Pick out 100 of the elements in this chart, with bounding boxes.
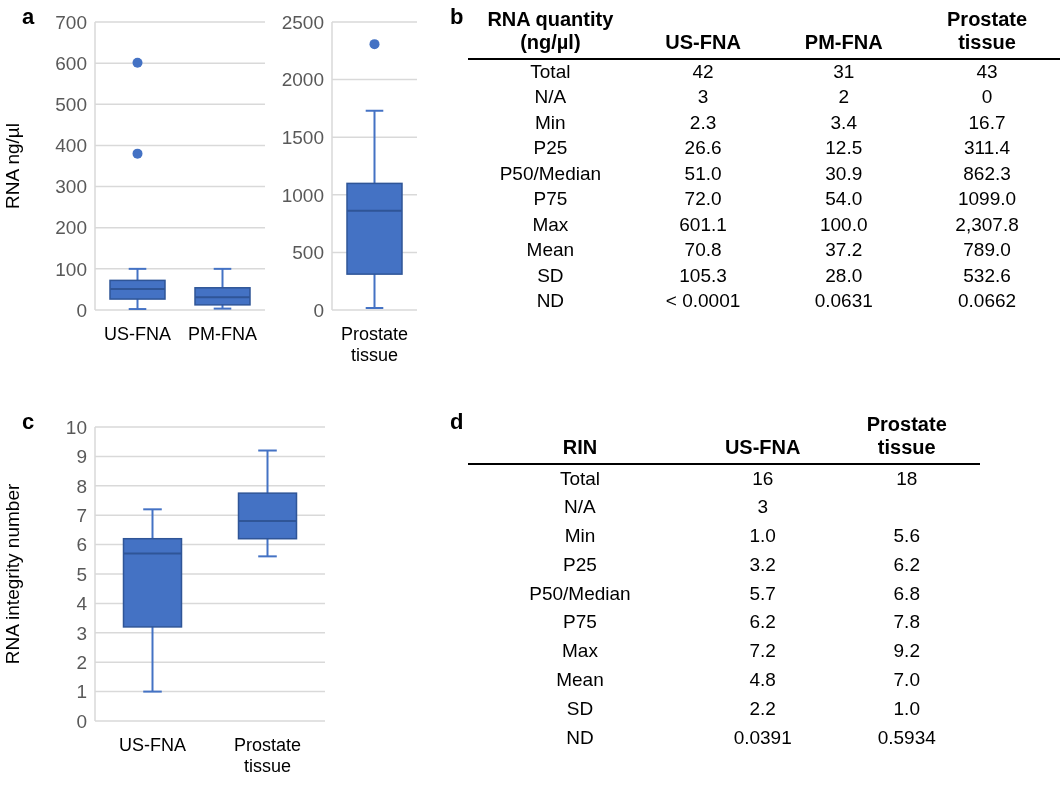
text: 3.2 [749,553,776,575]
text: 5.7 [749,582,776,604]
text: 789.0 [963,239,1011,261]
text: 1.0 [893,697,920,719]
text: 1.0 [749,524,776,546]
y-tick-label: 8 [76,475,87,497]
y-tick-label: 4 [76,593,88,615]
text: 18 [896,467,918,489]
y-tick-label: 1 [76,681,87,703]
text: 532.6 [963,264,1011,286]
text: 70.8 [684,239,722,261]
category-label: US-FNA [632,8,774,59]
text: 54.0 [825,188,863,210]
text: 6.2 [749,611,776,633]
text: < 0.0001 [665,290,741,312]
x-tick-label: US-FNA [104,324,171,345]
chart-title: a [22,4,35,30]
y-tick-label: 400 [55,135,87,157]
category-label: Prostate tissue [914,8,1060,59]
text: N/A [564,496,596,518]
text: 43 [976,61,998,83]
text: Min [535,111,566,133]
text: 6.8 [893,582,920,604]
y-tick-label: 0 [76,299,87,321]
text: 31 [833,61,855,83]
text: P25 [563,553,597,575]
chart-title: c [22,409,35,435]
y-tick-label: 200 [55,217,87,239]
y-tick-label: 500 [292,242,324,264]
text: d [450,409,464,435]
y-tick-label: 300 [55,176,87,198]
text: 0 [981,86,993,108]
text: 6.2 [893,553,920,575]
y-tick-label: 9 [76,446,87,468]
text: N/A [534,86,567,108]
text: P50/Median [499,162,602,184]
text: 2.2 [749,697,776,719]
y-tick-label: 7 [76,504,87,526]
text: Max [562,640,598,662]
y-tick-label: 6 [76,534,87,556]
y-tick-label: 5 [76,563,87,585]
category-label: RNA quantity (ng/µl) [468,8,633,59]
text: 105.3 [679,264,727,286]
text: Mean [556,668,604,690]
text: P25 [533,137,568,159]
text: ND [566,726,594,748]
category-label: US-FNA [691,413,834,464]
text: 0.5934 [877,726,936,748]
y-tick-label: 2500 [281,11,324,33]
text: P50/Median [529,582,631,604]
text: Mean [526,239,575,261]
text: 2 [838,86,850,108]
y-axis-title: RNA ng/µl [1,123,23,209]
y-tick-label: 500 [55,94,87,116]
text: 0.0662 [957,290,1017,312]
y-tick-label: 0 [313,299,324,321]
text: 16.7 [968,111,1006,133]
text: 4.8 [749,668,776,690]
text: 37.2 [825,239,863,261]
y-tick-label: 1000 [281,184,324,206]
text: 0.0391 [733,726,792,748]
text: SD [537,264,564,286]
text: P75 [563,611,597,633]
text: 51.0 [684,162,722,184]
text: 862.3 [963,162,1011,184]
text: 100.0 [819,213,868,235]
text: 26.6 [684,137,722,159]
x-tick-label: PM-FNA [188,324,257,345]
text: Total [559,467,601,489]
text: Max [532,213,569,235]
text: 5.6 [893,524,920,546]
y-tick-label: 1500 [281,126,324,148]
y-tick-label: 0 [76,710,87,732]
category-label: PM-FNA [773,8,915,59]
text: Total [530,61,571,83]
text: 7.8 [893,611,920,633]
text: 3.4 [830,111,857,133]
text: 0.0631 [814,290,873,312]
y-tick-label: 600 [55,52,87,74]
text: 9.2 [893,640,920,662]
text: 28.0 [825,264,863,286]
category-label: Prostate tissue [833,413,980,464]
text: 7.2 [749,640,776,662]
text: 30.9 [825,162,863,184]
text: b [450,4,464,30]
text: 72.0 [684,188,722,210]
y-tick-label: 2000 [281,69,324,91]
text: P75 [533,188,568,210]
y-tick-label: 100 [55,258,87,280]
text: ND [536,290,565,312]
text: SD [566,697,594,719]
y-tick-label: 700 [55,11,87,33]
y-tick-label: 3 [76,622,87,644]
text: 42 [692,61,714,83]
text: 601.1 [679,213,727,235]
text: 3 [697,86,709,108]
text: 1099.0 [957,188,1017,210]
x-tick-label: Prostate tissue [340,324,409,366]
y-tick-label: 2 [76,651,87,673]
y-axis-title: RNA integrity number [1,483,23,665]
